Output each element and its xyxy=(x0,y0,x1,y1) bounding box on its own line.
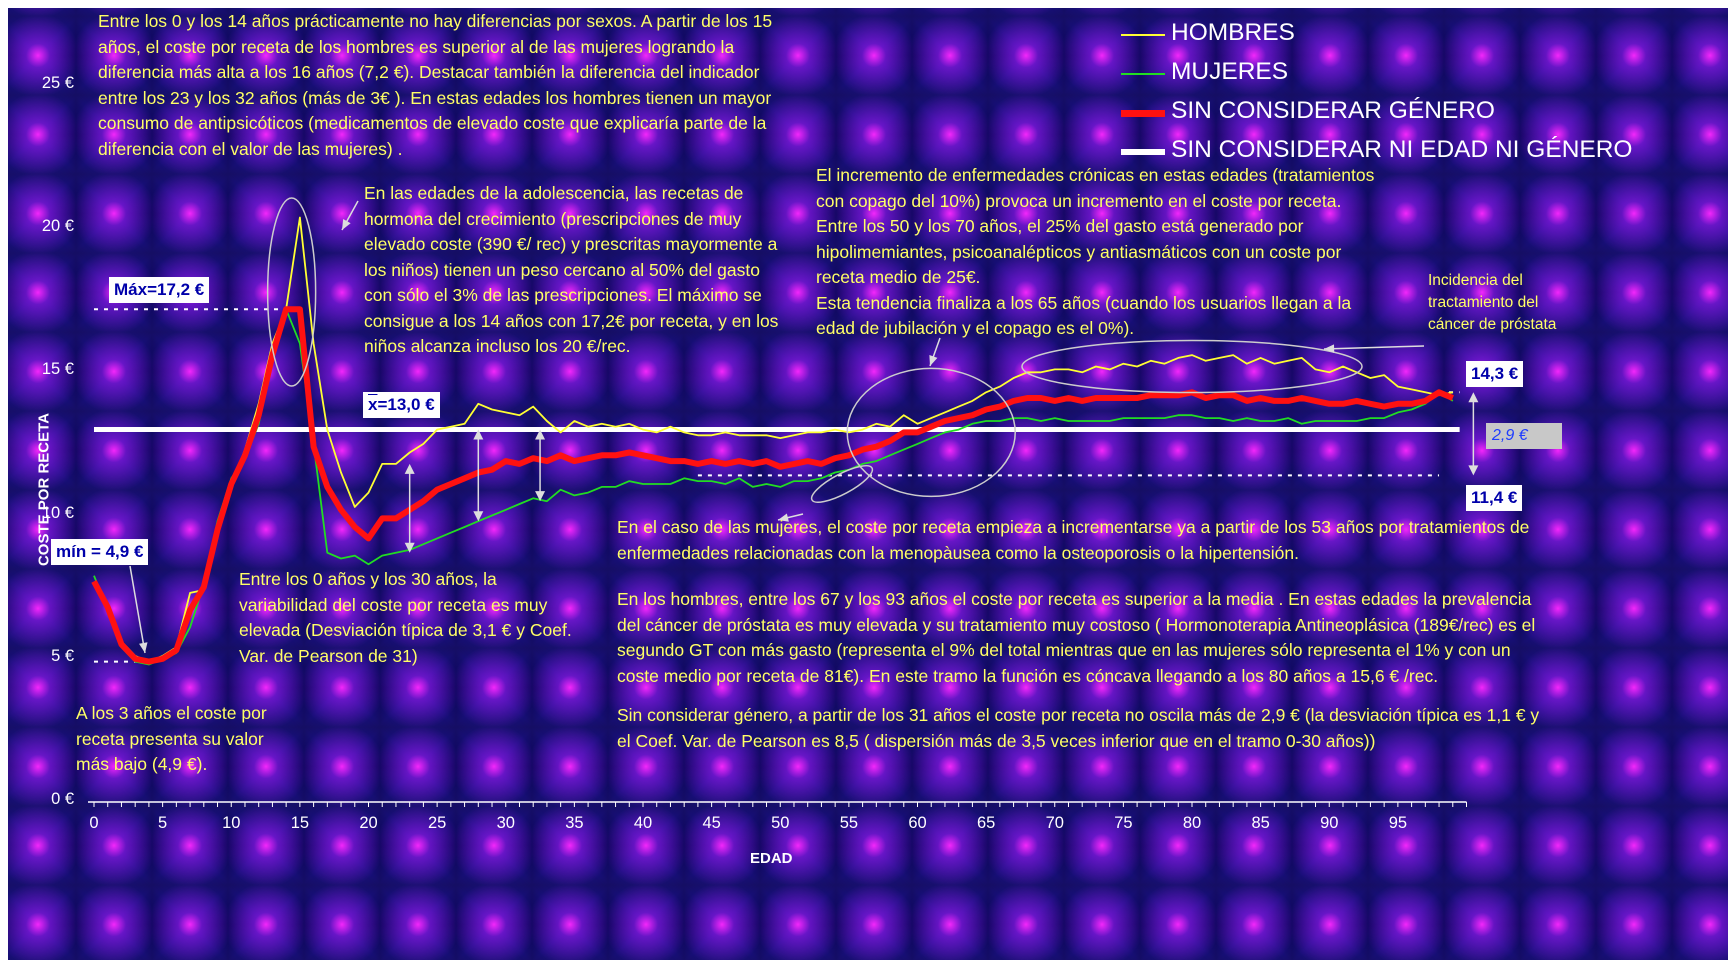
note-minimum: A los 3 años el coste por receta present… xyxy=(76,703,267,774)
y-tick-label: 10 € xyxy=(41,503,74,522)
note-men: En los hombres, entre los 67 y los 93 añ… xyxy=(617,589,1536,686)
x-tick-label: 0 xyxy=(89,814,99,832)
x-tick-label: 50 xyxy=(771,814,790,832)
x-tick-label: 20 xyxy=(359,814,378,832)
x-tick-label: 90 xyxy=(1320,814,1339,832)
range-value-box: 2,9 € xyxy=(1486,423,1562,449)
min-value-box: mín = 4,9 € xyxy=(51,539,149,565)
women-pointer-arrow-head xyxy=(778,513,789,522)
note-variability: Entre los 0 años y los 30 años, la varia… xyxy=(239,569,572,666)
x-tick-label: 95 xyxy=(1388,814,1408,832)
mean-value-box: x=13,0 € xyxy=(363,392,440,418)
high-value-box: 14,3 € xyxy=(1466,361,1524,387)
x-tick-label: 15 xyxy=(290,814,310,832)
x-tick-label: 75 xyxy=(1114,814,1133,832)
legend-swatch-hombres xyxy=(1121,34,1165,36)
prostate-ellipse xyxy=(1021,339,1363,394)
legend-label-sin-edad-genero: SIN CONSIDERAR NI EDAD NI GÉNERO xyxy=(1171,136,1633,163)
y-tick-label: 15 € xyxy=(41,360,74,379)
adolescence-ellipse xyxy=(266,197,317,387)
gap-arrow-28-head-top xyxy=(473,429,484,440)
gap-arrow-28-head-bottom xyxy=(473,511,484,522)
y-tick-label: 25 € xyxy=(41,73,74,92)
note-women: En el caso de las mujeres, el coste por … xyxy=(617,517,1530,563)
x-tick-label: 70 xyxy=(1045,814,1064,832)
y-tick-label: 0 € xyxy=(51,790,74,808)
legend-label-sin-genero: SIN CONSIDERAR GÉNERO xyxy=(1171,97,1495,124)
mean-value-text: =13,0 € xyxy=(377,395,435,414)
prostate-pointer-arrow-head xyxy=(1324,344,1335,353)
low-value-box: 11,4 € xyxy=(1466,485,1523,511)
y-tick-label: 5 € xyxy=(51,646,74,665)
gap-arrow-23-head-top xyxy=(404,463,415,474)
series-line-hombres xyxy=(93,216,1453,663)
x-tick-label: 40 xyxy=(633,814,653,832)
note-without-gender: Sin considerar género, a partir de los 3… xyxy=(617,705,1540,751)
y-tick-label: 20 € xyxy=(41,217,74,235)
gap-arrow-23-head-bottom xyxy=(404,542,415,553)
x-tick-label: 60 xyxy=(908,814,927,832)
adolescence-pointer-arrow-head xyxy=(342,219,351,230)
series-line-mujeres xyxy=(93,308,1454,666)
legend-swatch-mujeres xyxy=(1121,73,1165,75)
x-tick-label: 25 xyxy=(427,814,447,832)
range-arrow-head-bottom xyxy=(1468,465,1479,476)
x-tick-label: 55 xyxy=(839,814,859,832)
legend-label-mujeres: MUJERES xyxy=(1171,58,1289,85)
range-arrow-head-top xyxy=(1468,392,1479,403)
x-tick-label: 65 xyxy=(976,814,996,832)
x-tick-label: 80 xyxy=(1182,814,1202,832)
note-sex-differences: Entre los 0 y los 14 años prácticamente … xyxy=(98,11,773,159)
women-ellipse xyxy=(810,464,874,503)
x-axis-label: EDAD xyxy=(750,850,793,867)
note-adolescence: En las edades de la adolescencia, las re… xyxy=(364,183,779,356)
x-tick-label: 10 xyxy=(222,814,241,832)
legend-label-hombres: HOMBRES xyxy=(1171,19,1295,46)
legend-swatch-sin-genero xyxy=(1121,110,1165,117)
note-prostate: Incidencia del tractamiento del cáncer d… xyxy=(1428,272,1557,333)
gap-arrow-32-head-top xyxy=(535,429,546,440)
x-tick-label: 5 xyxy=(158,814,168,832)
x-tick-label: 30 xyxy=(496,814,515,832)
cost-per-prescription-chart xyxy=(88,197,1479,807)
mean-symbol: x xyxy=(368,395,378,414)
gap-arrow-32-head-bottom xyxy=(535,491,546,502)
chronic-ellipse xyxy=(846,367,1016,498)
x-tick-label: 85 xyxy=(1251,814,1270,832)
note-chronic-diseases: El incremento de enfermedades crónicas e… xyxy=(816,165,1375,338)
min-pointer-arrow xyxy=(129,565,146,654)
y-axis-label: COSTE POR RECETA xyxy=(35,412,53,567)
max-value-box: Máx=17,2 € xyxy=(109,277,210,303)
prostate-pointer-arrow xyxy=(1323,345,1425,350)
chart-frame: Entre los 0 y los 14 años prácticamente … xyxy=(8,8,1728,960)
legend-swatch-sin-edad-genero xyxy=(1121,149,1165,155)
series-line-sin-considerar-género xyxy=(91,306,1454,665)
min-pointer-arrow-head xyxy=(139,642,148,653)
x-tick-label: 35 xyxy=(565,814,584,832)
x-tick-label: 45 xyxy=(702,814,721,832)
chronic-pointer-arrow-head xyxy=(929,355,938,366)
